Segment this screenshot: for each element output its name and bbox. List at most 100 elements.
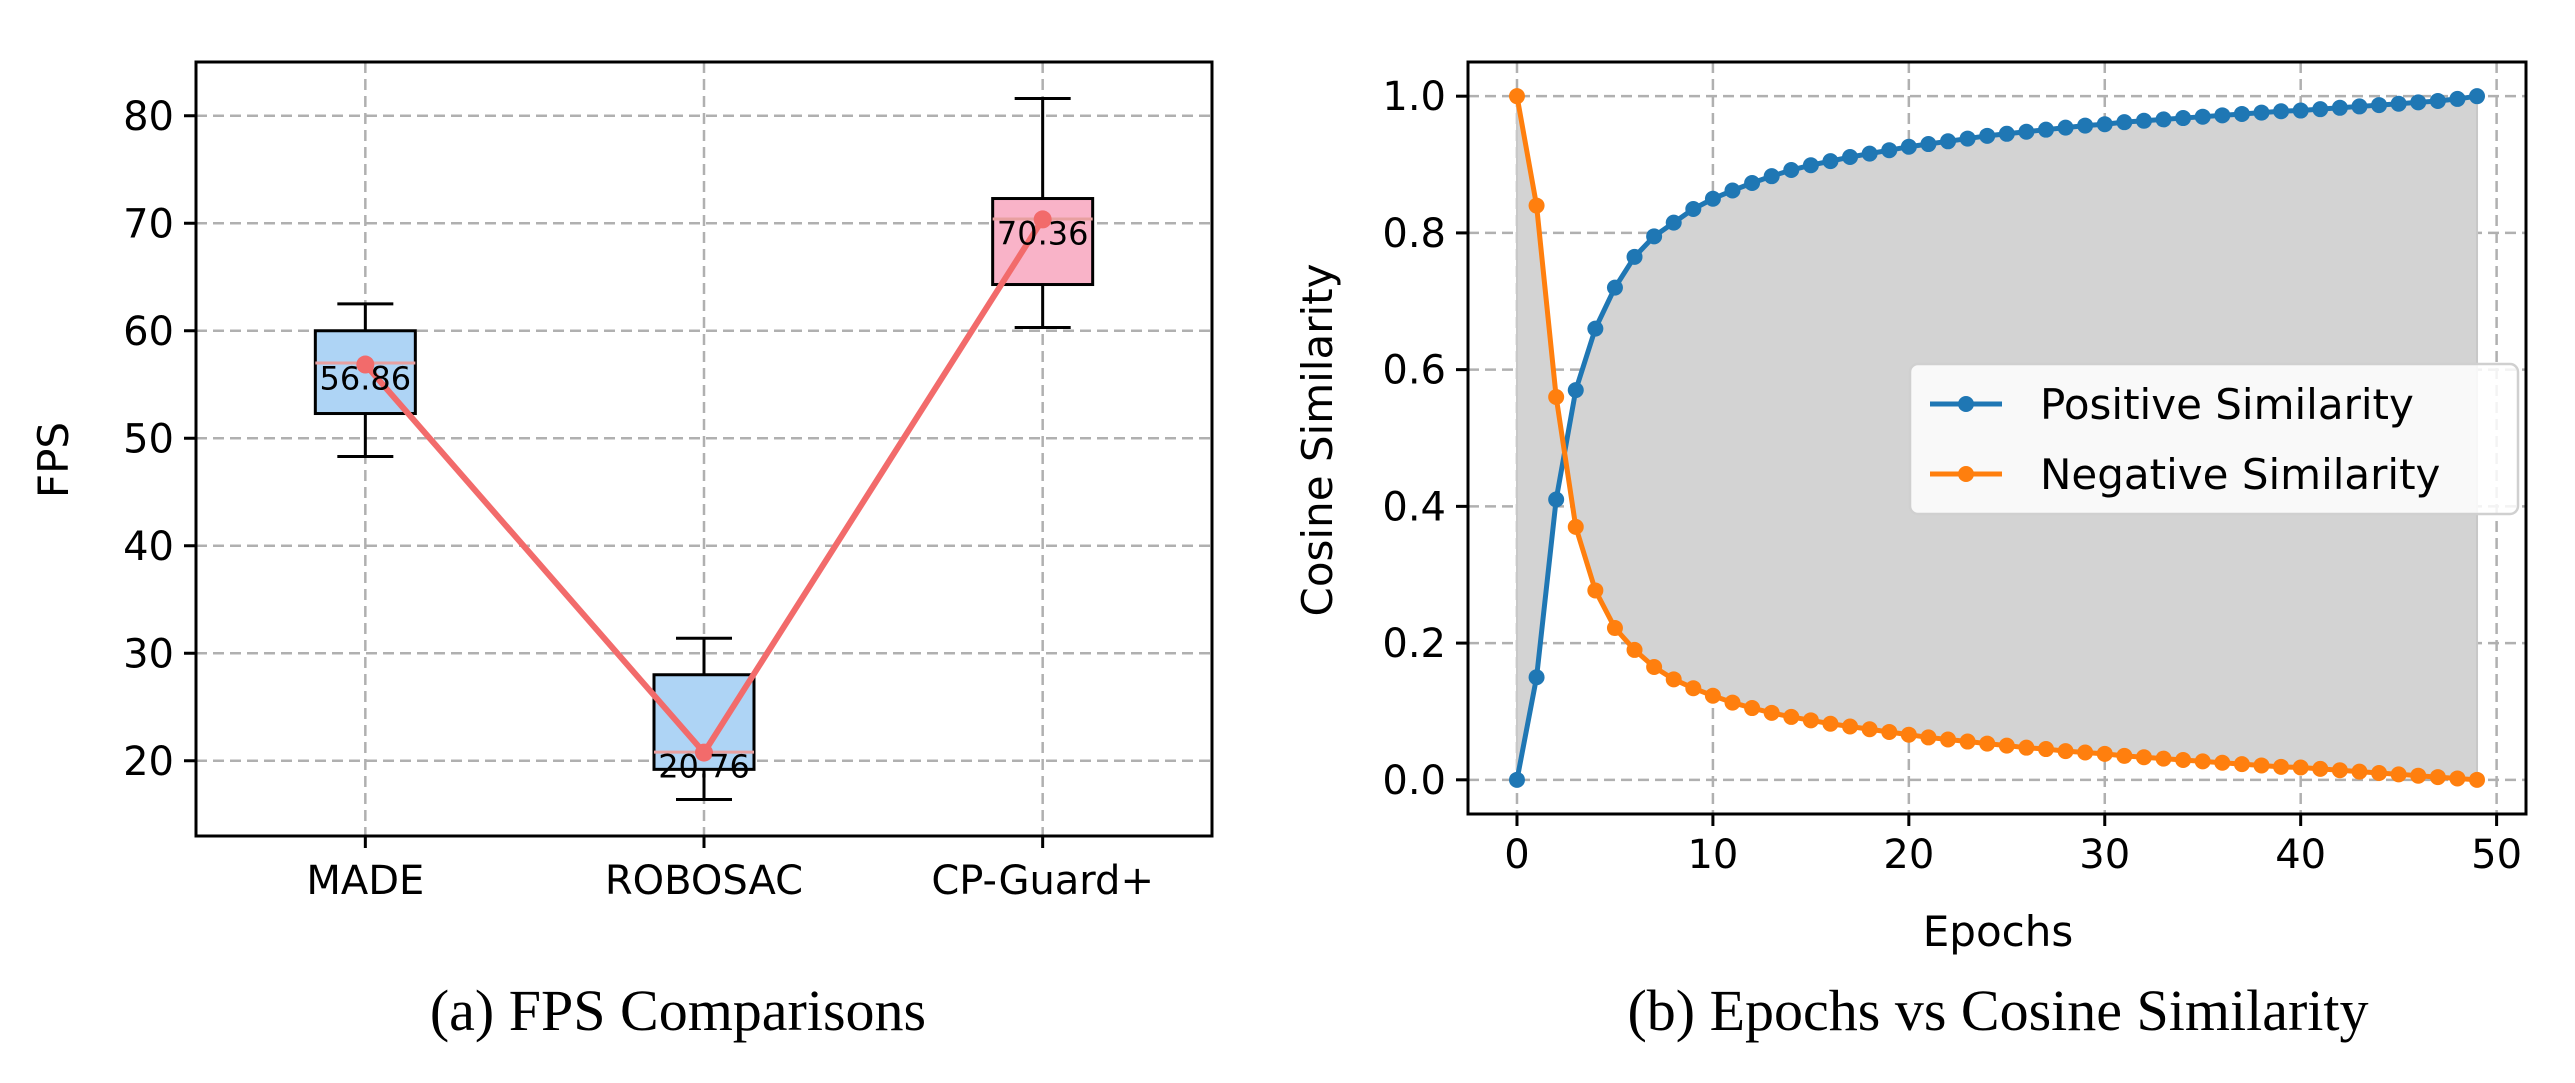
- fps-caption: (a) FPS Comparisons: [430, 978, 926, 1043]
- mean-value-label: 70.36: [997, 214, 1089, 252]
- series-point: [2429, 92, 2446, 109]
- cosine-xtick-label: 50: [2471, 832, 2522, 878]
- series-point: [2135, 112, 2152, 129]
- cosine-ytick-label: 0.0: [1382, 758, 1446, 804]
- series-point: [2469, 88, 2486, 105]
- series-point: [2331, 762, 2348, 779]
- series-point: [2351, 98, 2368, 115]
- fps-ytick-label: 40: [123, 524, 174, 570]
- legend-entry-label: Negative Similarity: [2040, 450, 2440, 499]
- series-point: [2155, 750, 2172, 767]
- series-point: [2410, 767, 2427, 784]
- series-point: [1606, 620, 1623, 637]
- fps-ytick-label: 60: [123, 309, 174, 355]
- mean-point: [356, 355, 375, 374]
- fps-ytick-label: 20: [123, 739, 174, 785]
- series-point: [1626, 641, 1643, 658]
- series-point: [1763, 704, 1780, 721]
- series-point: [1528, 197, 1545, 214]
- series-point: [2135, 749, 2152, 766]
- negative-similarity-series: [1508, 88, 2486, 788]
- cosine-y-axis-label: Cosine Similarity: [1293, 264, 1342, 617]
- cosine-axis-ticks: 0 10 20 30 40 50 0.0 0.2 0.4 0.6 0.8 1.0: [1382, 74, 2522, 878]
- series-point: [2194, 753, 2211, 770]
- series-point: [1940, 133, 1957, 150]
- series-point: [2312, 101, 2329, 118]
- series-point: [1979, 127, 1996, 144]
- series-point: [1979, 735, 1996, 752]
- series-point: [2057, 743, 2074, 760]
- series-point: [2194, 108, 2211, 125]
- series-point: [1744, 175, 1761, 192]
- series-point: [1998, 125, 2015, 142]
- series-point: [1900, 726, 1917, 743]
- cosine-ytick-label: 0.8: [1382, 211, 1446, 257]
- series-point: [1665, 214, 1682, 231]
- series-point: [1940, 731, 1957, 748]
- series-point: [1567, 382, 1584, 399]
- legend-marker: [1958, 396, 1974, 412]
- series-point: [2253, 757, 2270, 774]
- series-point: [1822, 153, 1839, 170]
- series-point: [2449, 770, 2466, 787]
- legend-box: [1908, 362, 2520, 516]
- fps-ytick-label: 30: [123, 631, 174, 677]
- series-point: [2253, 104, 2270, 121]
- series-point: [2116, 747, 2133, 764]
- series-point: [2155, 111, 2172, 128]
- cosine-similarity-panel: 0 10 20 30 40 50 0.0 0.2 0.4 0.6 0.8 1.0 Epochs Cos…: [1293, 60, 2528, 1043]
- series-point: [2096, 116, 2113, 133]
- series-point: [1724, 694, 1741, 711]
- series-point: [1881, 142, 1898, 159]
- series-point: [2390, 766, 2407, 783]
- cosine-xtick-label: 30: [2079, 832, 2130, 878]
- series-point: [1548, 388, 1565, 405]
- series-point: [2175, 110, 2192, 127]
- series-point: [2096, 745, 2113, 762]
- series-point: [2410, 94, 2427, 111]
- series-point: [2351, 763, 2368, 780]
- series-point: [1685, 680, 1702, 697]
- series-point: [1861, 145, 1878, 162]
- series-point: [1783, 162, 1800, 179]
- series-point: [2371, 764, 2388, 781]
- series-point: [2331, 99, 2348, 116]
- positive-similarity-series: [1508, 88, 2486, 788]
- series-point: [1802, 712, 1819, 729]
- series-point: [1587, 320, 1604, 337]
- fps-ytick-label: 50: [123, 416, 174, 462]
- fps-mean-line: [356, 210, 1052, 762]
- series-point: [1842, 149, 1859, 166]
- cosine-plot-frame: [1466, 60, 2528, 816]
- fps-xtick-label: CP-Guard+: [931, 858, 1154, 904]
- series-point: [2233, 756, 2250, 773]
- cosine-caption: (b) Epochs vs Cosine Similarity: [1627, 978, 2368, 1043]
- series-point: [2233, 105, 2250, 122]
- series-point: [1508, 88, 1525, 105]
- cosine-legend: Positive Similarity Negative Similarity: [1908, 362, 2520, 516]
- series-point: [2077, 117, 2094, 134]
- fps-ytick-label: 80: [123, 94, 174, 140]
- legend-entry-label: Positive Similarity: [2040, 380, 2414, 429]
- mean-point: [695, 743, 713, 762]
- mean-value-label: 56.86: [320, 360, 412, 398]
- series-point: [2037, 121, 2054, 138]
- series-point: [1567, 518, 1584, 535]
- series-point: [1920, 136, 1937, 153]
- series-point: [1685, 200, 1702, 217]
- series-point: [2449, 90, 2466, 107]
- series-point: [2292, 759, 2309, 776]
- series-point: [1606, 279, 1623, 296]
- series-point: [2214, 754, 2231, 771]
- series-point: [1587, 582, 1604, 599]
- series-point: [1646, 228, 1663, 245]
- series-point: [2390, 95, 2407, 112]
- cosine-xtick-label: 40: [2275, 832, 2326, 878]
- series-point: [1763, 168, 1780, 185]
- fps-y-axis-label: FPS: [29, 422, 78, 498]
- series-point: [2037, 741, 2054, 758]
- series-point: [1881, 723, 1898, 740]
- series-point: [2175, 751, 2192, 768]
- legend-marker: [1958, 466, 1974, 482]
